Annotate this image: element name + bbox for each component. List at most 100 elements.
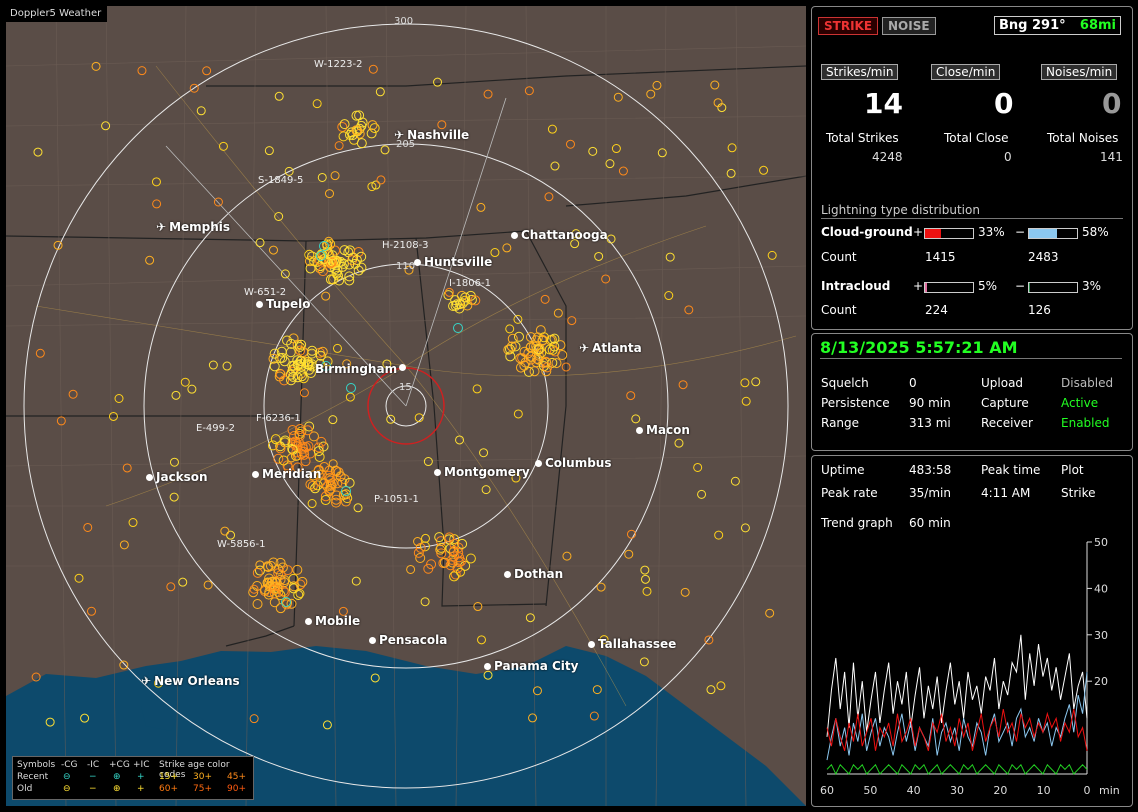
strike-marker [524, 86, 534, 96]
pos-ic-old-icon: + [137, 784, 145, 794]
app-title: Doppler5 Weather [6, 6, 108, 22]
strike-marker [549, 333, 560, 344]
strike-marker [631, 414, 641, 424]
city-tallahassee: Tallahassee [588, 637, 676, 651]
strike-marker [528, 341, 539, 352]
strike-marker [328, 459, 338, 469]
age-90: 90+ [227, 784, 246, 794]
strike-marker [380, 145, 390, 155]
strike-marker [316, 436, 327, 447]
strike-marker [248, 587, 259, 598]
city-tupelo: Tupelo [256, 297, 311, 311]
strike-marker [462, 300, 473, 311]
strike-marker [274, 91, 284, 101]
city-pensacola: Pensacola [369, 633, 447, 647]
ic-count-label: Count [821, 303, 857, 317]
bearing-lines [165, 97, 507, 407]
city-dot-icon [504, 571, 511, 578]
strike-marker [338, 131, 349, 142]
strike-marker [288, 583, 299, 594]
strike-marker [386, 414, 396, 424]
plus-sign: + [913, 225, 924, 239]
cg-pos-count: 1415 [925, 250, 956, 264]
strike-marker [555, 340, 566, 351]
strike-marker [465, 553, 476, 564]
strike-marker [171, 390, 181, 400]
range-ring-205 [143, 143, 669, 669]
x-tick-label: 20 [993, 784, 1007, 797]
strike-marker [288, 371, 299, 382]
strike-marker [108, 411, 118, 421]
sensor-label: W-651-2 [244, 287, 287, 298]
strike-marker [327, 250, 338, 261]
strike-marker [282, 565, 293, 576]
strike-marker [562, 551, 572, 561]
legend-symbols-label: Symbols [17, 760, 56, 770]
strike-marker [525, 613, 535, 623]
strike-marker [706, 685, 716, 695]
strike-marker [596, 582, 606, 592]
strike-marker [53, 240, 63, 250]
strike-marker [446, 554, 457, 565]
strike-marker [334, 141, 344, 151]
strike-marker [456, 567, 466, 577]
strike-marker [366, 128, 377, 139]
noise-button[interactable]: NOISE [882, 17, 936, 35]
strike-marker [449, 571, 460, 582]
upload-value[interactable]: Disabled [1061, 376, 1114, 390]
strike-marker [437, 120, 447, 130]
cg-neg-bar [1028, 228, 1078, 239]
x-tick-label: 40 [907, 784, 921, 797]
strike-marker [413, 537, 423, 547]
y-tick-label: 20 [1094, 675, 1108, 688]
strike-marker [553, 308, 563, 318]
strike-marker [322, 720, 332, 730]
cg-neg-pct: 58% [1082, 225, 1109, 239]
legend-header: +CG [109, 760, 130, 770]
range-value: 313 mi [909, 416, 951, 430]
strike-button[interactable]: STRIKE [818, 17, 879, 35]
strike-marker [317, 266, 328, 277]
strike-marker [503, 344, 514, 355]
ic-pos-bar [924, 282, 974, 293]
strike-marker [423, 457, 433, 467]
strike-marker [312, 99, 322, 109]
strike-marker [369, 123, 380, 134]
strike-marker [308, 431, 319, 442]
distance-value: 68mi [1079, 18, 1116, 33]
plot-value[interactable]: Strike [1061, 486, 1096, 500]
strike-marker [406, 564, 416, 574]
total-noises-value: 141 [1100, 150, 1123, 164]
city-birmingham: Birmingham [315, 362, 398, 376]
lightning-map[interactable]: Doppler5 Weather 300 205 110 15 ✈ Nashvil… [6, 6, 806, 806]
strike-marker [344, 477, 355, 488]
strike-marker [375, 87, 385, 97]
bearing-value: Bng 291° [999, 18, 1066, 33]
strike-marker [318, 254, 329, 265]
strike-marker [476, 202, 486, 212]
capture-value[interactable]: Active [1061, 396, 1099, 410]
strike-marker [605, 159, 615, 169]
strike-marker [542, 362, 553, 373]
strike-marker [287, 424, 298, 435]
strike-marker [457, 538, 468, 549]
strike-marker [74, 573, 84, 583]
strike-marker [544, 192, 554, 202]
plot-label: Plot [1061, 463, 1084, 477]
strike-marker [626, 529, 636, 539]
capture-label: Capture [981, 396, 1029, 410]
city-dot-icon [535, 460, 542, 467]
strike-marker [589, 711, 599, 721]
strike-marker [588, 146, 598, 156]
strike-marker [674, 438, 684, 448]
strike-marker [506, 341, 517, 352]
receiver-value[interactable]: Enabled [1061, 416, 1110, 430]
strike-marker [444, 532, 455, 543]
airport-icon: ✈ [579, 341, 590, 355]
strike-marker [319, 478, 330, 489]
strike-marker [307, 499, 317, 509]
age-60: 60+ [159, 784, 178, 794]
trend-value[interactable]: 60 min [909, 516, 951, 530]
map-canvas [6, 6, 806, 806]
ring-label-110: 110 [396, 261, 416, 272]
